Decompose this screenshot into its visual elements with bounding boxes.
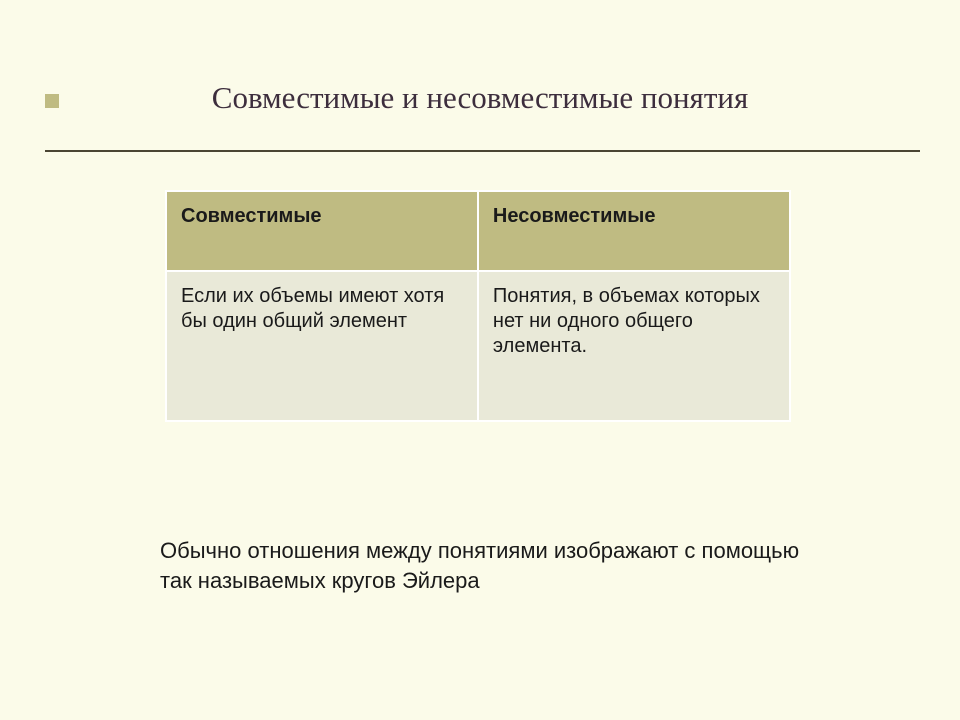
concepts-table: Совместимые Несовместимые Если их объемы… [165, 190, 791, 422]
footnote-text: Обычно отношения между понятиями изображ… [160, 536, 800, 595]
title-bullet [45, 94, 59, 108]
table-body-cell: Если их объемы имеют хотя бы один общий … [166, 271, 478, 421]
table-header-cell: Несовместимые [478, 191, 790, 271]
slide-title: Совместимые и несовместимые понятия [60, 80, 900, 116]
table-header-cell: Совместимые [166, 191, 478, 271]
horizontal-rule [45, 150, 920, 152]
table-body-cell: Понятия, в объемах которых нет ни одного… [478, 271, 790, 421]
